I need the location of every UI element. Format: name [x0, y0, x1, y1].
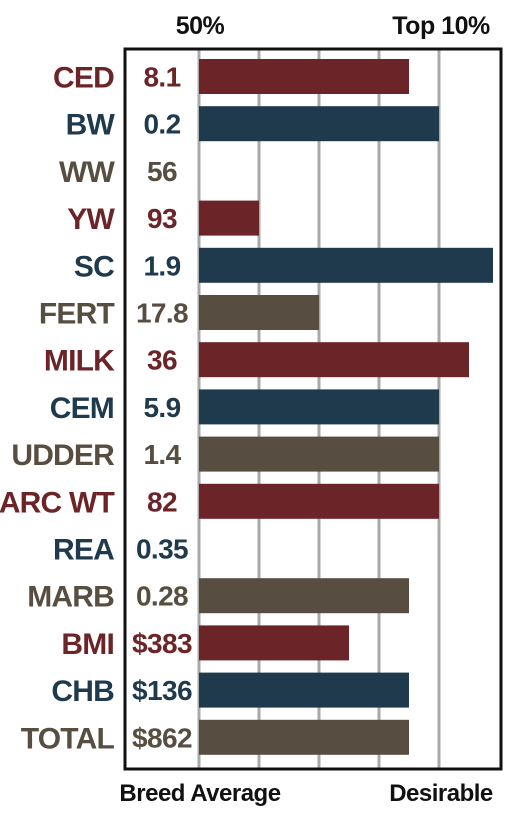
trait-label-yw: YW	[67, 203, 115, 236]
bar-cem	[199, 389, 439, 425]
trait-label-bw: BW	[66, 109, 116, 142]
value-label-marb: 0.28	[136, 581, 188, 612]
bar-ced	[199, 59, 409, 94]
top-label-50-percent: 50%	[176, 12, 225, 40]
value-label-sc: 1.9	[143, 250, 180, 281]
value-label-ced: 8.1	[143, 62, 180, 93]
value-label-carc-wt: 82	[147, 486, 177, 517]
value-label-bmi: $383	[132, 628, 192, 659]
value-label-ww: 56	[147, 156, 177, 187]
row-labels: CED 8.1 BW 0.2 WW 56 YW 93 SC 1.9 FERT 17.8 MILK 36 CE…	[0, 62, 193, 756]
trait-label-ww: WW	[59, 156, 116, 189]
bar-yw	[199, 200, 259, 236]
trait-label-bmi: BMI	[61, 628, 114, 661]
bar-total	[199, 719, 409, 755]
bar-fert	[199, 295, 319, 330]
trait-label-milk: MILK	[44, 345, 115, 378]
value-label-rea: 0.35	[136, 534, 188, 565]
value-label-cem: 5.9	[143, 392, 180, 423]
bar-sc	[199, 247, 493, 283]
trait-label-fert: FERT	[39, 298, 115, 331]
trait-label-ced: CED	[53, 62, 114, 95]
trait-label-cem: CEM	[50, 392, 114, 425]
bottom-label-desirable: Desirable	[389, 780, 493, 807]
trait-label-chb: CHB	[51, 675, 114, 708]
trait-label-carc-wt: CARC WT	[0, 486, 114, 519]
bar-bw	[199, 106, 439, 142]
value-label-bw: 0.2	[143, 109, 180, 140]
bar-chb	[199, 672, 409, 708]
value-label-total: $862	[132, 722, 192, 753]
bar-milk	[199, 342, 469, 378]
value-label-chb: $136	[132, 675, 192, 706]
value-label-udder: 1.4	[143, 439, 181, 470]
trait-label-sc: SC	[74, 250, 114, 283]
trait-label-udder: UDDER	[11, 439, 115, 472]
bottom-label-breed-average: Breed Average	[119, 780, 280, 807]
value-label-milk: 36	[147, 345, 177, 376]
chart-frame	[123, 47, 503, 771]
bar-carc-wt	[199, 483, 439, 519]
trait-label-rea: REA	[53, 534, 114, 567]
bars	[199, 59, 493, 755]
value-label-fert: 17.8	[136, 298, 188, 329]
bar-marb	[199, 578, 409, 614]
trait-label-marb: MARB	[27, 581, 114, 614]
bar-bmi	[199, 625, 349, 661]
bar-udder	[199, 436, 439, 472]
frame-border	[123, 47, 503, 771]
trait-label-total: TOTAL	[21, 722, 115, 755]
value-label-yw: 93	[147, 203, 177, 234]
top-label-top-10-percent: Top 10%	[392, 12, 490, 40]
